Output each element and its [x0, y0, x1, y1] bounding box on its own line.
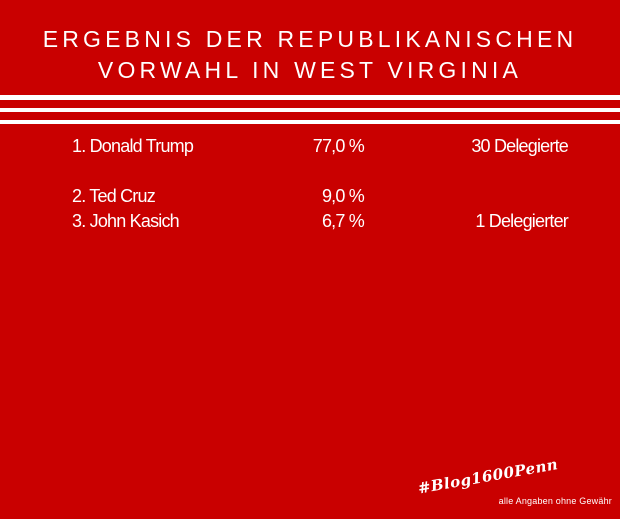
- candidate-name: 2. Ted Cruz: [72, 186, 156, 206]
- result-row: 3. John Kasich 6,7 % 1 Delegierter: [0, 209, 620, 233]
- divider-stripe: [0, 95, 620, 100]
- divider-stripe: [0, 120, 620, 124]
- candidate-name: 1. Donald Trump: [72, 136, 194, 156]
- title-line-1: ERGEBNIS DER REPUBLIKANISCHEN: [42, 26, 578, 52]
- result-row: 1. Donald Trump 77,0 % 30 Delegierte: [0, 134, 620, 158]
- delegate-count: 1 Delegierter: [475, 211, 568, 231]
- delegate-count: 30 Delegierte: [471, 136, 568, 156]
- blog-hashtag: #Blog1600Penn: [416, 455, 560, 498]
- vote-percent: 77,0 %: [312, 136, 365, 156]
- divider-stripe: [0, 108, 620, 112]
- vote-percent: 6,7 %: [321, 211, 365, 231]
- vote-percent: 9,0 %: [321, 186, 365, 206]
- result-row: 2. Ted Cruz 9,0 %: [0, 184, 620, 208]
- title-line-2: VORWAHL IN WEST VIRGINIA: [97, 57, 523, 83]
- candidate-name: 3. John Kasich: [72, 211, 180, 231]
- disclaimer-note: alle Angaben ohne Gewähr: [498, 496, 612, 506]
- page-title: ERGEBNIS DER REPUBLIKANISCHEN VORWAHL IN…: [0, 24, 620, 86]
